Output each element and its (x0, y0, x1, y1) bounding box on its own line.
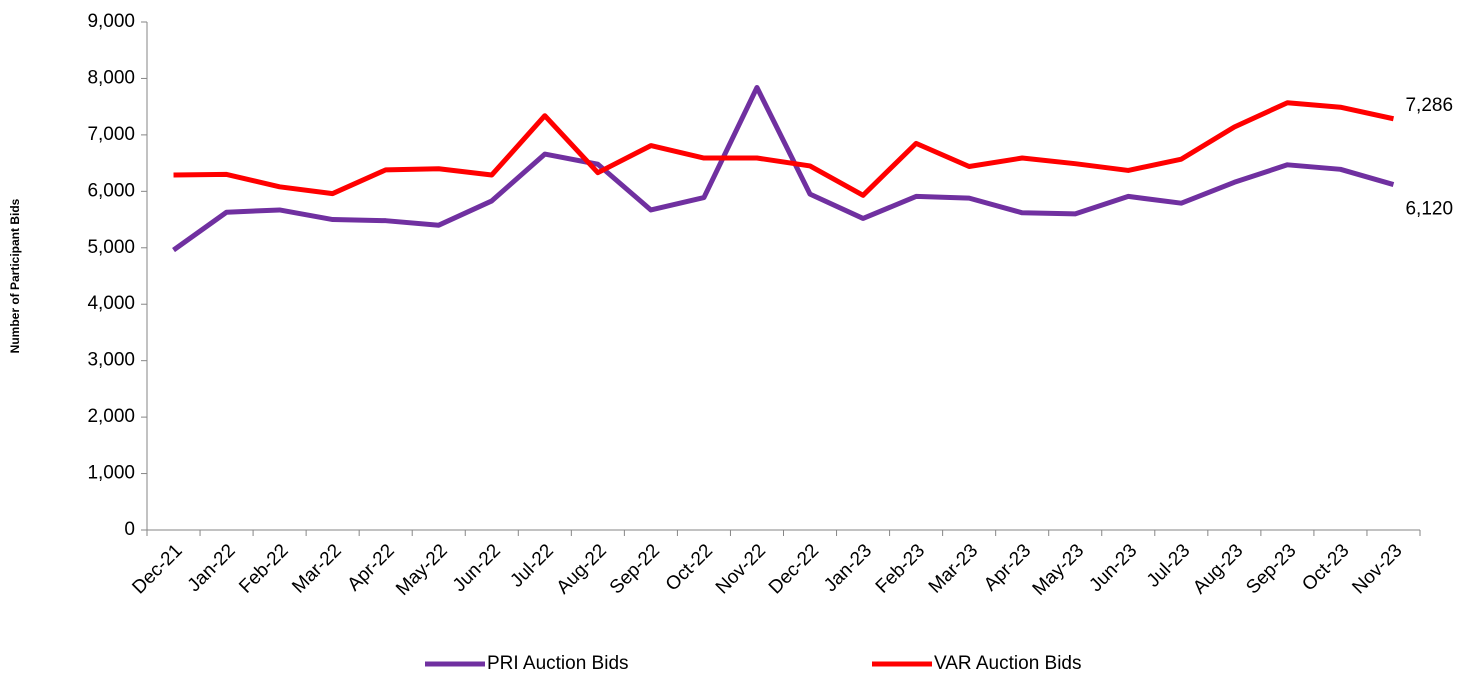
y-tick-label: 7,000 (87, 124, 135, 145)
x-tick-label: May-23 (1029, 540, 1089, 600)
y-tick-label: 0 (124, 519, 135, 540)
x-tick-label: Mar-23 (925, 540, 982, 597)
x-tick-label: Sep-23 (1242, 540, 1300, 598)
x-tick-label: Nov-23 (1348, 540, 1406, 598)
y-tick-label: 3,000 (87, 350, 135, 371)
y-axis-label: Number of Participant Bids (8, 198, 22, 353)
x-tick-label: Feb-22 (235, 540, 292, 597)
data-line (172, 84, 1395, 253)
x-tick-label: Aug-23 (1189, 540, 1247, 598)
y-tick-label: 6,000 (87, 180, 135, 201)
x-tick-label: Aug-22 (553, 540, 611, 598)
x-tick-label: Feb-23 (872, 540, 929, 597)
data-label: 6,120 (1405, 199, 1453, 220)
y-tick-label: 8,000 (87, 67, 135, 88)
data-line (173, 100, 1395, 198)
x-tick-label: Jun-23 (1085, 540, 1141, 596)
x-tick-label: Nov-22 (712, 540, 770, 598)
y-tick-label: 9,000 (87, 11, 135, 32)
x-tick-label: Dec-21 (128, 540, 186, 598)
x-tick-label: Dec-22 (765, 540, 823, 598)
x-tick-label: Jul-23 (1143, 540, 1194, 591)
x-tick-label: Apr-22 (344, 540, 399, 595)
x-tick-label: Jan-22 (184, 540, 240, 596)
y-tick-label: 1,000 (87, 463, 135, 484)
x-tick-label: Oct-22 (662, 540, 717, 595)
y-tick-label: 4,000 (87, 293, 135, 314)
x-tick-label: Jul-22 (506, 540, 557, 591)
x-tick-label: Jan-23 (820, 540, 876, 596)
y-tick-label: 5,000 (87, 237, 135, 258)
x-tick-label: Jun-22 (449, 540, 505, 596)
x-tick-label: Apr-23 (980, 540, 1035, 595)
data-label: 7,286 (1405, 95, 1453, 116)
legend-label: VAR Auction Bids (934, 653, 1082, 674)
y-tick-label: 2,000 (87, 406, 135, 427)
x-tick-label: May-22 (392, 540, 452, 600)
x-tick-label: Oct-23 (1298, 540, 1353, 595)
legend-label: PRI Auction Bids (487, 653, 629, 674)
x-tick-label: Mar-22 (288, 540, 345, 597)
x-tick-label: Sep-22 (606, 540, 664, 598)
